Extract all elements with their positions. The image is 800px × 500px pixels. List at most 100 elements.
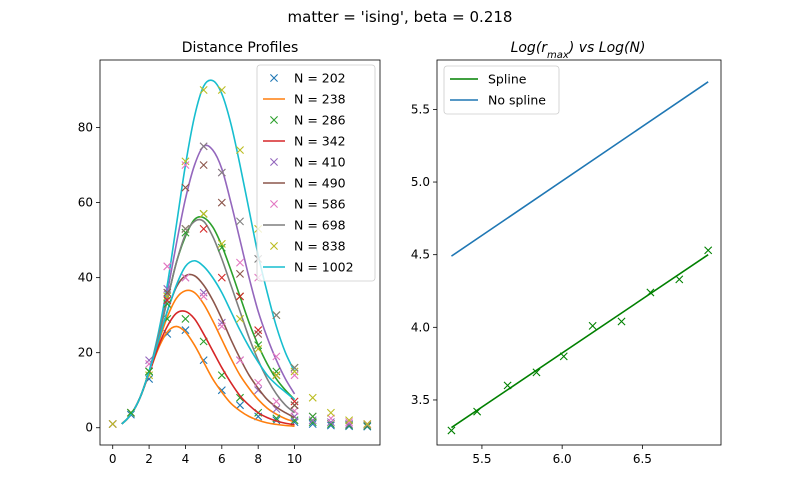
fit-point-9 (704, 246, 713, 255)
tick-group: 0 2 4 6 8 10 0 20 40 60 80 (78, 121, 302, 466)
profile-point-0-4 (181, 326, 190, 335)
legend-box (443, 65, 560, 115)
log-scaling-panel: Log(rmax) vs Log(N) 5.5 6.0 6.53.54.04.55.… (411, 40, 722, 466)
legend-box (256, 64, 376, 282)
legend-label: N = 698 (294, 218, 346, 233)
profile-point-extra-5-2 (217, 168, 226, 177)
legend-marker-swatch (270, 116, 278, 124)
profile-point-4-11 (308, 416, 317, 425)
profile-point-4-12 (326, 418, 335, 427)
fit-point-7 (646, 288, 655, 297)
profile-point-extra-0-3 (181, 228, 190, 237)
profile-point-extra-0-5 (217, 243, 226, 252)
profile-point-4-10 (290, 412, 299, 421)
legend-label: No spline (488, 93, 546, 108)
x-tick-label: 4 (182, 452, 190, 466)
profile-point-extra-0-2 (163, 299, 172, 308)
legend-label: N = 238 (294, 92, 346, 107)
y-tick-label: 20 (78, 346, 93, 360)
tick-group: 5.5 6.0 6.5 3.5 4.0 4.5 5.0 5.5 (411, 102, 652, 466)
axes-frame (436, 59, 722, 446)
profile-point-extra-1-2 (199, 224, 208, 233)
profile-point-extra-3-4 (236, 258, 244, 267)
profile-point-2-4 (181, 314, 190, 323)
profile-point-6-9 (272, 397, 281, 406)
profile-point-6-13 (345, 418, 354, 427)
profile-point-extra-0-8 (272, 367, 281, 376)
y-tick-label: 4.0 (411, 320, 430, 334)
profile-point-4-5 (199, 288, 208, 297)
profile-curve-extra-3 (121, 289, 295, 425)
profile-point-extra-0-0 (126, 408, 135, 417)
profile-point-extra-4-2 (217, 239, 226, 248)
legend: N = 202 N = 238 N = 286 N = 342 N = 410 N = 4… (256, 64, 376, 282)
fit-point-6 (617, 317, 626, 326)
profile-point-6-4 (181, 273, 190, 282)
profile-point-6-12 (326, 414, 335, 423)
legend-label: N = 1002 (294, 260, 354, 275)
x-tick-label: 6.5 (633, 452, 652, 466)
legend-label: N = 838 (294, 239, 346, 254)
x-tick-label: 6 (218, 452, 226, 466)
fit-point-8 (675, 275, 684, 284)
profile-point-extra-4-6 (290, 367, 299, 376)
profile-point-extra-4-5 (272, 371, 281, 380)
profile-point-8-0 (108, 419, 117, 428)
fit-line-0 (450, 254, 709, 429)
legend-label: N = 342 (294, 134, 346, 149)
profile-point-2-11 (308, 418, 317, 427)
title-part-b: ) vs Log(N) (568, 40, 646, 56)
profile-point-0-11 (308, 419, 317, 428)
profile-point-extra-3-6 (272, 352, 281, 361)
legend-marker-swatch (270, 74, 278, 82)
profile-point-extra-3-0 (163, 262, 172, 271)
profile-point-extra-2-1 (181, 183, 190, 192)
title-part-a: Log( (511, 40, 542, 56)
legend-label: N = 286 (294, 113, 346, 128)
profile-point-extra-3-1 (181, 161, 190, 170)
profile-point-2-7 (236, 393, 244, 402)
plot-area (108, 79, 372, 431)
profile-point-extra-1-4 (236, 292, 244, 301)
profile-point-0-7 (236, 401, 244, 410)
x-tick-label: 0 (109, 452, 117, 466)
profile-point-8-4 (181, 157, 190, 166)
x-tick-label: 10 (287, 452, 302, 466)
profile-point-2-14 (363, 421, 372, 430)
profile-point-extra-1-3 (217, 273, 226, 282)
y-tick-label: 0 (85, 421, 93, 435)
y-tick-label: 3.5 (411, 393, 430, 407)
title-part-sub: max (547, 50, 569, 61)
legend-label: N = 586 (294, 197, 346, 212)
profile-point-extra-2-4 (236, 269, 244, 278)
y-tick-label: 4.5 (411, 248, 430, 262)
profile-point-6-10 (290, 406, 299, 415)
profile-point-extra-5-5 (272, 311, 281, 320)
title-part-r: r (541, 40, 548, 56)
legend-marker-swatch (270, 242, 278, 250)
profile-point-2-10 (290, 416, 299, 425)
profile-point-extra-1-5 (254, 326, 263, 335)
profile-point-8-11 (308, 393, 317, 402)
y-tick-label: 60 (78, 196, 93, 210)
profile-point-extra-1-7 (290, 397, 299, 406)
profile-point-extra-2-3 (217, 198, 226, 207)
legend-label: N = 410 (294, 155, 346, 170)
fit-point-2 (503, 381, 512, 390)
profile-point-extra-0-7 (254, 341, 263, 350)
profile-point-8-5 (199, 86, 208, 95)
plot-area (447, 81, 713, 435)
axes-frame (99, 59, 381, 446)
fit-line-1 (450, 81, 709, 257)
profile-point-extra-5-6 (290, 363, 299, 372)
legend-label: N = 202 (294, 71, 346, 86)
x-tick-label: 5.5 (472, 452, 491, 466)
y-tick-label: 5.5 (411, 102, 430, 116)
legend-marker-swatch (270, 158, 278, 166)
y-tick-label: 5.0 (411, 175, 430, 189)
profile-point-4-13 (345, 419, 354, 428)
panel-title: Distance Profiles (182, 40, 299, 56)
x-tick-label: 8 (254, 452, 262, 466)
y-tick-label: 80 (78, 121, 93, 135)
profile-point-extra-2-0 (163, 288, 172, 297)
